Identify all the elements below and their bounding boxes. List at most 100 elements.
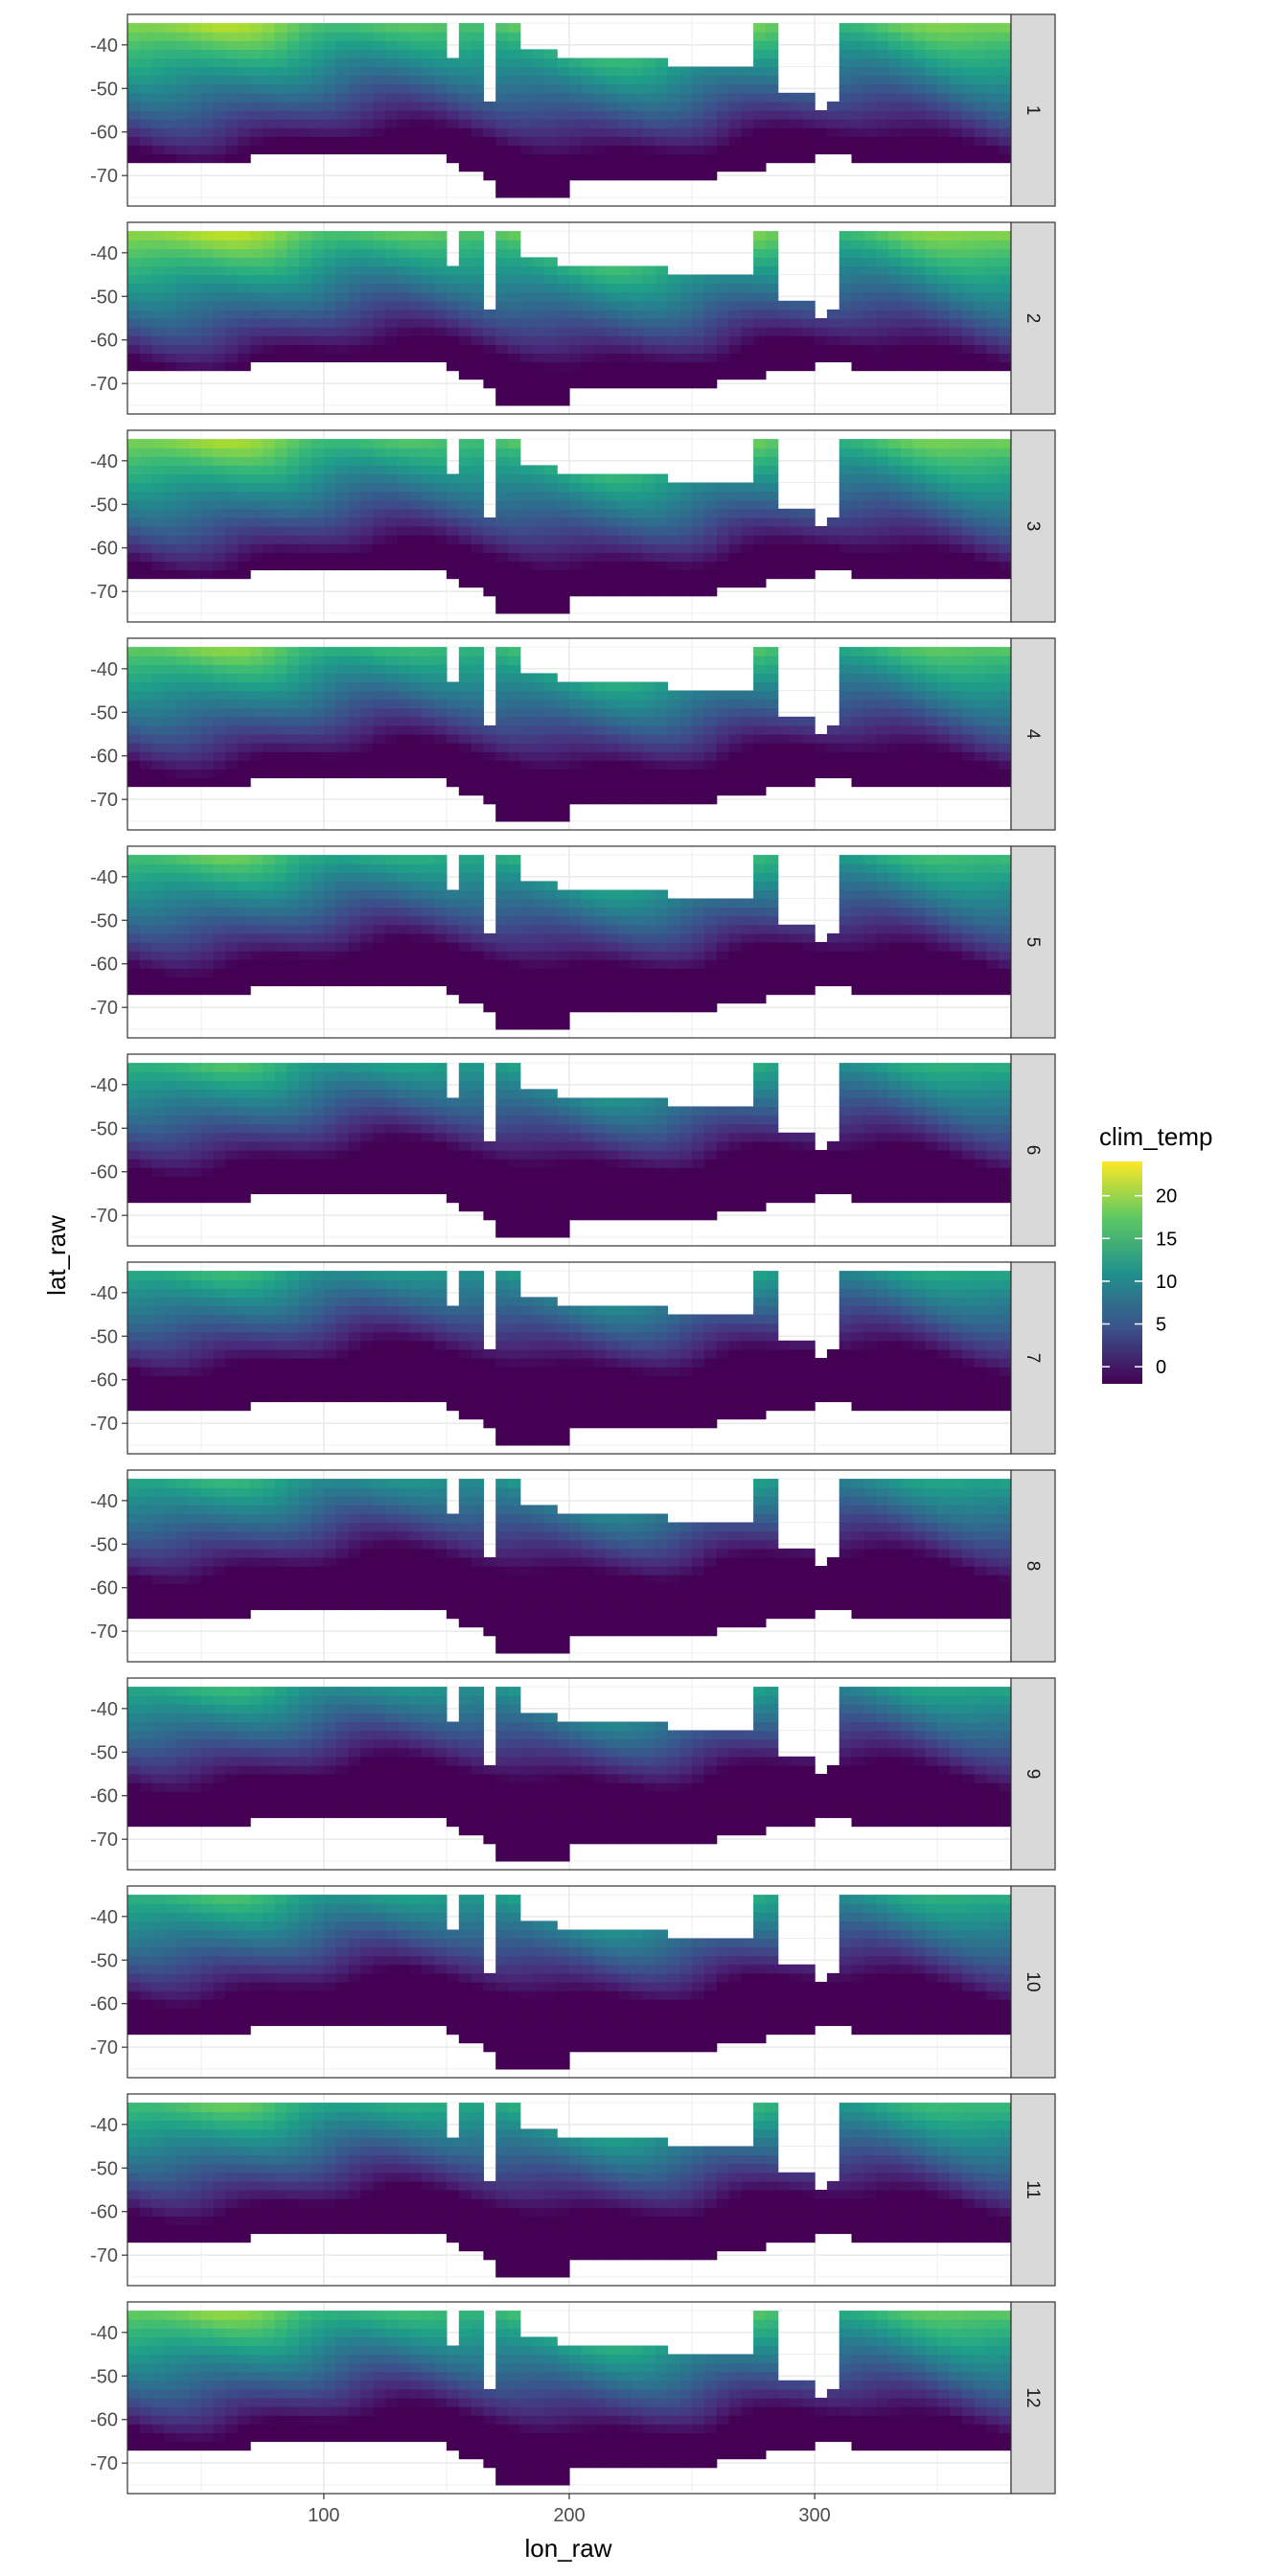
heatmap-cell [569, 335, 583, 345]
heatmap-cell [311, 932, 325, 943]
heatmap-cell [912, 769, 926, 779]
heatmap-cell [200, 664, 215, 674]
heatmap-cell [262, 863, 276, 873]
heatmap-cell [519, 699, 534, 709]
heatmap-cell [532, 924, 545, 934]
heatmap-cell [826, 110, 840, 120]
heatmap-cell [557, 101, 570, 111]
heatmap-cell [446, 751, 460, 761]
heatmap-cell [741, 743, 754, 752]
heatmap-cell [606, 535, 619, 544]
heatmap-cell [139, 49, 153, 59]
heatmap-cell [127, 690, 141, 701]
heatmap-cell [532, 994, 545, 1004]
heatmap-cell [544, 985, 558, 996]
heatmap-cell [397, 855, 411, 864]
heatmap-cell [986, 439, 1000, 448]
heatmap-cell [581, 491, 595, 501]
heatmap-cell [348, 499, 361, 510]
heatmap-cell [887, 40, 902, 50]
heatmap-cell [274, 40, 288, 50]
heatmap-cell [815, 353, 828, 363]
heatmap-cell [335, 543, 350, 553]
heatmap-cell [250, 283, 264, 293]
heatmap-cell [238, 552, 251, 562]
heatmap-cell [508, 716, 521, 726]
heatmap-cell [925, 769, 938, 779]
heatmap-cell [274, 274, 288, 285]
heatmap-cell [409, 552, 423, 562]
heatmap-cell [703, 353, 718, 363]
heatmap-cell [851, 265, 864, 276]
heatmap-cell [139, 32, 153, 41]
heatmap-cell [446, 101, 460, 111]
heatmap-cell [262, 552, 276, 562]
heatmap-cell [519, 473, 534, 484]
heatmap-cell [458, 959, 472, 969]
heatmap-cell [127, 257, 141, 267]
heatmap-cell [213, 482, 226, 493]
heatmap-cell [360, 66, 374, 77]
heatmap-cell [422, 915, 435, 926]
heatmap-cell [569, 994, 583, 1004]
heatmap-cell [876, 327, 889, 336]
heatmap-cell [961, 716, 976, 726]
heatmap-cell [667, 760, 680, 770]
heatmap-cell [262, 760, 276, 770]
heatmap-cell [851, 664, 864, 674]
heatmap-cell [200, 92, 215, 103]
heatmap-cell [250, 855, 264, 864]
heatmap-cell [189, 569, 202, 580]
heatmap-cell [532, 75, 545, 85]
heatmap-cell [373, 283, 386, 293]
heatmap-cell [262, 769, 276, 779]
heatmap-cell [642, 58, 656, 68]
heatmap-cell [606, 734, 619, 744]
heatmap-cell [887, 58, 902, 68]
heatmap-cell [851, 724, 864, 735]
heatmap-cell [508, 127, 521, 137]
heatmap-cell [471, 327, 484, 336]
heatmap-cell [471, 456, 484, 466]
heatmap-cell [200, 743, 215, 752]
heatmap-cell [925, 327, 938, 336]
heatmap-cell [544, 915, 558, 926]
heatmap-cell [422, 23, 435, 33]
heatmap-cell [532, 153, 545, 164]
heatmap-cell [213, 75, 226, 85]
heatmap-cell [544, 898, 558, 908]
heatmap-cell [851, 716, 864, 726]
heatmap-cell [299, 145, 312, 155]
heatmap-cell [495, 690, 509, 701]
heatmap-cell [986, 681, 1000, 692]
heatmap-cell [925, 673, 938, 683]
heatmap-cell [323, 977, 337, 987]
heatmap-cell [826, 119, 840, 128]
heatmap-cell [851, 473, 864, 484]
heatmap-cell [151, 907, 165, 917]
heatmap-cell [815, 318, 828, 328]
heatmap-cell [826, 535, 840, 544]
heatmap-cell [176, 517, 190, 527]
heatmap-cell [912, 92, 926, 103]
heatmap-cell [642, 707, 656, 718]
heatmap-cell [839, 265, 853, 276]
heatmap-cell [508, 604, 521, 614]
heatmap-cell [569, 482, 583, 493]
heatmap-cell [593, 309, 607, 319]
heatmap-cell [986, 240, 1000, 249]
heatmap-cell [544, 777, 558, 788]
heatmap-cell [581, 794, 595, 805]
heatmap-cell [667, 535, 680, 544]
heatmap-cell [925, 231, 938, 241]
heatmap-cell [323, 751, 337, 761]
heatmap-cell [519, 188, 534, 198]
heatmap-cell [692, 751, 705, 761]
heatmap-cell [569, 119, 583, 128]
heatmap-cell [986, 561, 1000, 571]
heatmap-cell [127, 231, 141, 241]
heatmap-cell [213, 769, 226, 779]
heatmap-cell [323, 145, 337, 155]
heatmap-cell [703, 724, 718, 735]
heatmap-cell [912, 543, 926, 553]
